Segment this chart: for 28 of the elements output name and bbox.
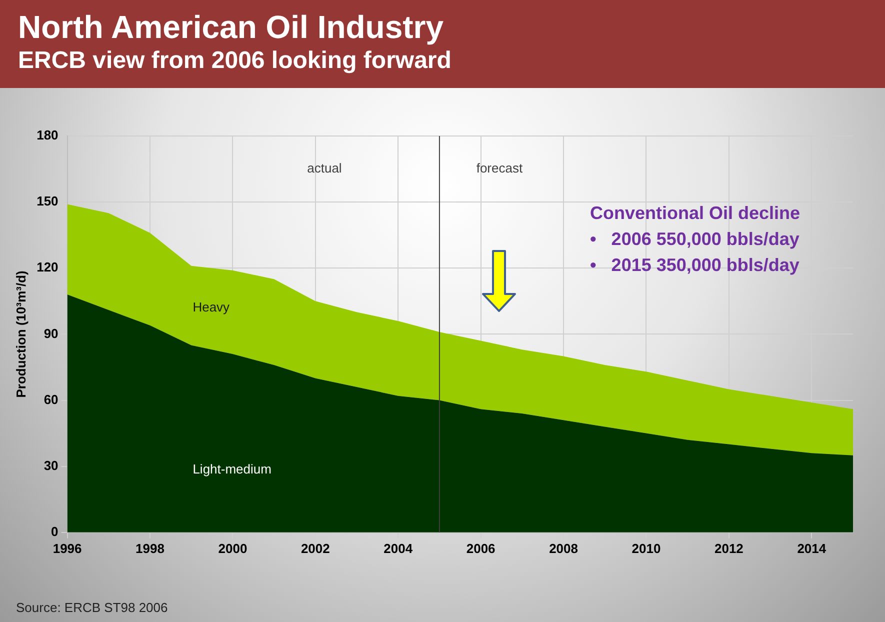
- x-tick-label: 2004: [384, 540, 414, 556]
- y-tick-label: 150: [36, 194, 58, 209]
- annotation: forecast: [476, 160, 523, 176]
- x-tick-label: 1998: [136, 540, 164, 556]
- y-tick-label: 0: [51, 524, 58, 539]
- x-tick-label: 2012: [714, 540, 744, 556]
- annotation: • 2006 550,000 bbls/day: [590, 228, 800, 251]
- x-tick-label: 2010: [632, 540, 661, 556]
- annotation: • 2015 350,000 bbls/day: [590, 254, 800, 277]
- x-tick-label: 2008: [549, 540, 578, 556]
- y-tick-label: 120: [36, 260, 58, 275]
- chart-title: North American Oil Industry: [18, 8, 445, 46]
- annotation: actual: [307, 160, 342, 176]
- x-tick-label: 2000: [218, 540, 248, 556]
- x-tick-label: 1996: [52, 540, 82, 556]
- y-tick-label: 180: [36, 128, 58, 143]
- x-tick-label: 2002: [300, 540, 330, 556]
- source-note: Source: ERCB ST98 2006: [16, 600, 168, 615]
- x-tick-label: 2014: [797, 540, 827, 556]
- series-label: Light-medium: [192, 462, 272, 477]
- y-tick-label: 30: [44, 458, 58, 473]
- x-tick-label: 2006: [466, 540, 496, 556]
- y-tick-label: 60: [44, 392, 58, 407]
- chart-subtitle: ERCB view from 2006 looking forward: [18, 46, 452, 76]
- series-label: Heavy: [192, 300, 230, 315]
- y-axis-title: Production (10³m³/d): [13, 270, 28, 398]
- y-tick-label: 90: [44, 326, 58, 341]
- annotation: Conventional Oil decline: [590, 202, 800, 225]
